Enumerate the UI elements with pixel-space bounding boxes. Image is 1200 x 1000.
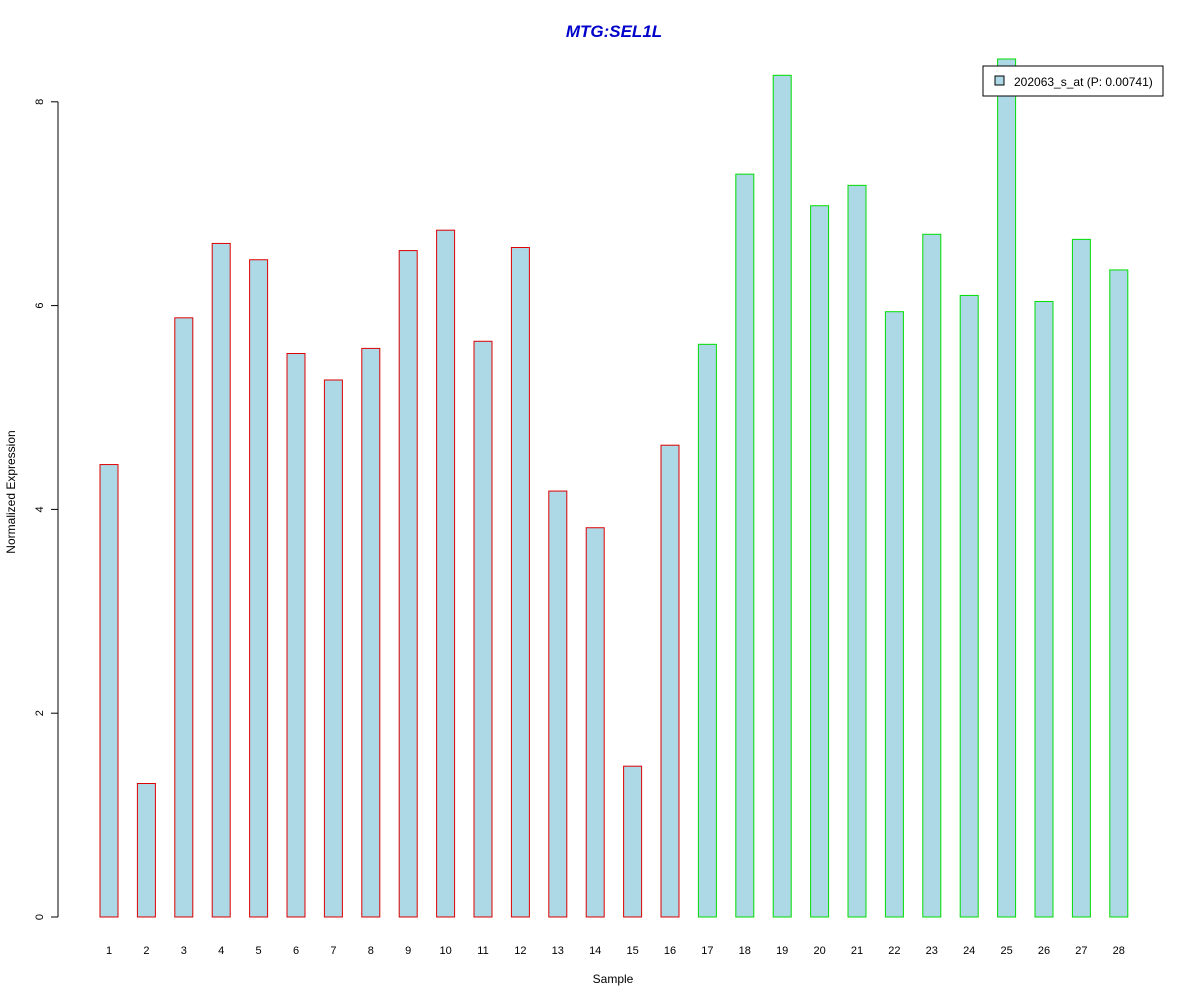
x-tick-label: 25 bbox=[1000, 945, 1012, 957]
x-tick-label: 9 bbox=[405, 945, 411, 957]
x-tick-label: 2 bbox=[143, 945, 149, 957]
bar bbox=[997, 58, 1017, 918]
legend-swatch bbox=[994, 75, 1005, 86]
x-tick-label: 20 bbox=[813, 945, 825, 957]
x-tick-label: 5 bbox=[256, 945, 262, 957]
y-axis: 0 2 4 6 8 bbox=[34, 99, 59, 920]
legend-box bbox=[982, 65, 1164, 97]
y-tick-label: 2 bbox=[34, 710, 46, 716]
bar bbox=[959, 294, 979, 918]
bar bbox=[1034, 301, 1054, 918]
x-tick-label: 17 bbox=[701, 945, 713, 957]
x-tick-label: 12 bbox=[514, 945, 526, 957]
bar bbox=[211, 242, 231, 918]
bar bbox=[884, 311, 904, 918]
bar bbox=[660, 444, 680, 918]
bar bbox=[772, 74, 792, 918]
bar bbox=[323, 379, 343, 918]
bar bbox=[286, 352, 306, 918]
x-tick-label: 6 bbox=[293, 945, 299, 957]
x-tick-label: 14 bbox=[589, 945, 601, 957]
bar bbox=[585, 527, 605, 918]
x-tick-label: 22 bbox=[888, 945, 900, 957]
legend-label: 202063_s_at (P: 0.00741) bbox=[1014, 75, 1153, 89]
bar bbox=[473, 340, 493, 918]
bar bbox=[361, 347, 381, 918]
bar bbox=[99, 464, 119, 918]
legend: 202063_s_at (P: 0.00741) bbox=[982, 65, 1164, 97]
bar bbox=[548, 490, 568, 918]
x-tick-label: 16 bbox=[664, 945, 676, 957]
bar bbox=[510, 247, 530, 918]
bar bbox=[249, 259, 269, 918]
x-tick-label: 13 bbox=[552, 945, 564, 957]
bar bbox=[697, 343, 717, 918]
y-axis-label: Normalized Expression bbox=[4, 430, 18, 553]
bar bbox=[436, 229, 456, 918]
x-tick-label: 10 bbox=[439, 945, 451, 957]
bar bbox=[1109, 269, 1129, 918]
x-tick-label: 4 bbox=[218, 945, 224, 957]
x-tick-labels: 1 2 3 4 5 6 7 8 9 10 11 12 13 14 15 16 17 18 19 20 21 22 23 24 2… bbox=[106, 945, 1125, 957]
x-tick-label: 21 bbox=[851, 945, 863, 957]
bar bbox=[623, 765, 643, 918]
x-tick-label: 8 bbox=[368, 945, 374, 957]
x-tick-label: 15 bbox=[626, 945, 638, 957]
bar bbox=[922, 233, 942, 918]
y-tick-label: 8 bbox=[34, 99, 46, 105]
x-tick-label: 28 bbox=[1113, 945, 1125, 957]
bar bbox=[136, 783, 156, 918]
x-tick-label: 11 bbox=[477, 945, 488, 957]
x-tick-label: 1 bbox=[106, 945, 112, 957]
x-tick-label: 19 bbox=[776, 945, 788, 957]
x-tick-label: 3 bbox=[181, 945, 187, 957]
x-tick-label: 24 bbox=[963, 945, 975, 957]
bar bbox=[735, 173, 755, 918]
bar bbox=[398, 250, 418, 918]
bar bbox=[810, 205, 830, 918]
bars bbox=[99, 58, 1129, 918]
x-tick-label: 27 bbox=[1075, 945, 1087, 957]
x-tick-label: 18 bbox=[739, 945, 751, 957]
y-tick-label: 6 bbox=[34, 303, 46, 309]
x-tick-label: 7 bbox=[330, 945, 336, 957]
bar bbox=[847, 184, 867, 918]
chart-title: MTG:SEL1L bbox=[566, 22, 662, 41]
x-tick-label: 26 bbox=[1038, 945, 1050, 957]
x-axis-label: Sample bbox=[593, 972, 634, 986]
y-tick-label: 4 bbox=[34, 506, 46, 512]
bar bbox=[1071, 238, 1091, 918]
x-tick-label: 23 bbox=[926, 945, 938, 957]
y-tick-label: 0 bbox=[34, 914, 46, 920]
bar bbox=[174, 317, 194, 918]
